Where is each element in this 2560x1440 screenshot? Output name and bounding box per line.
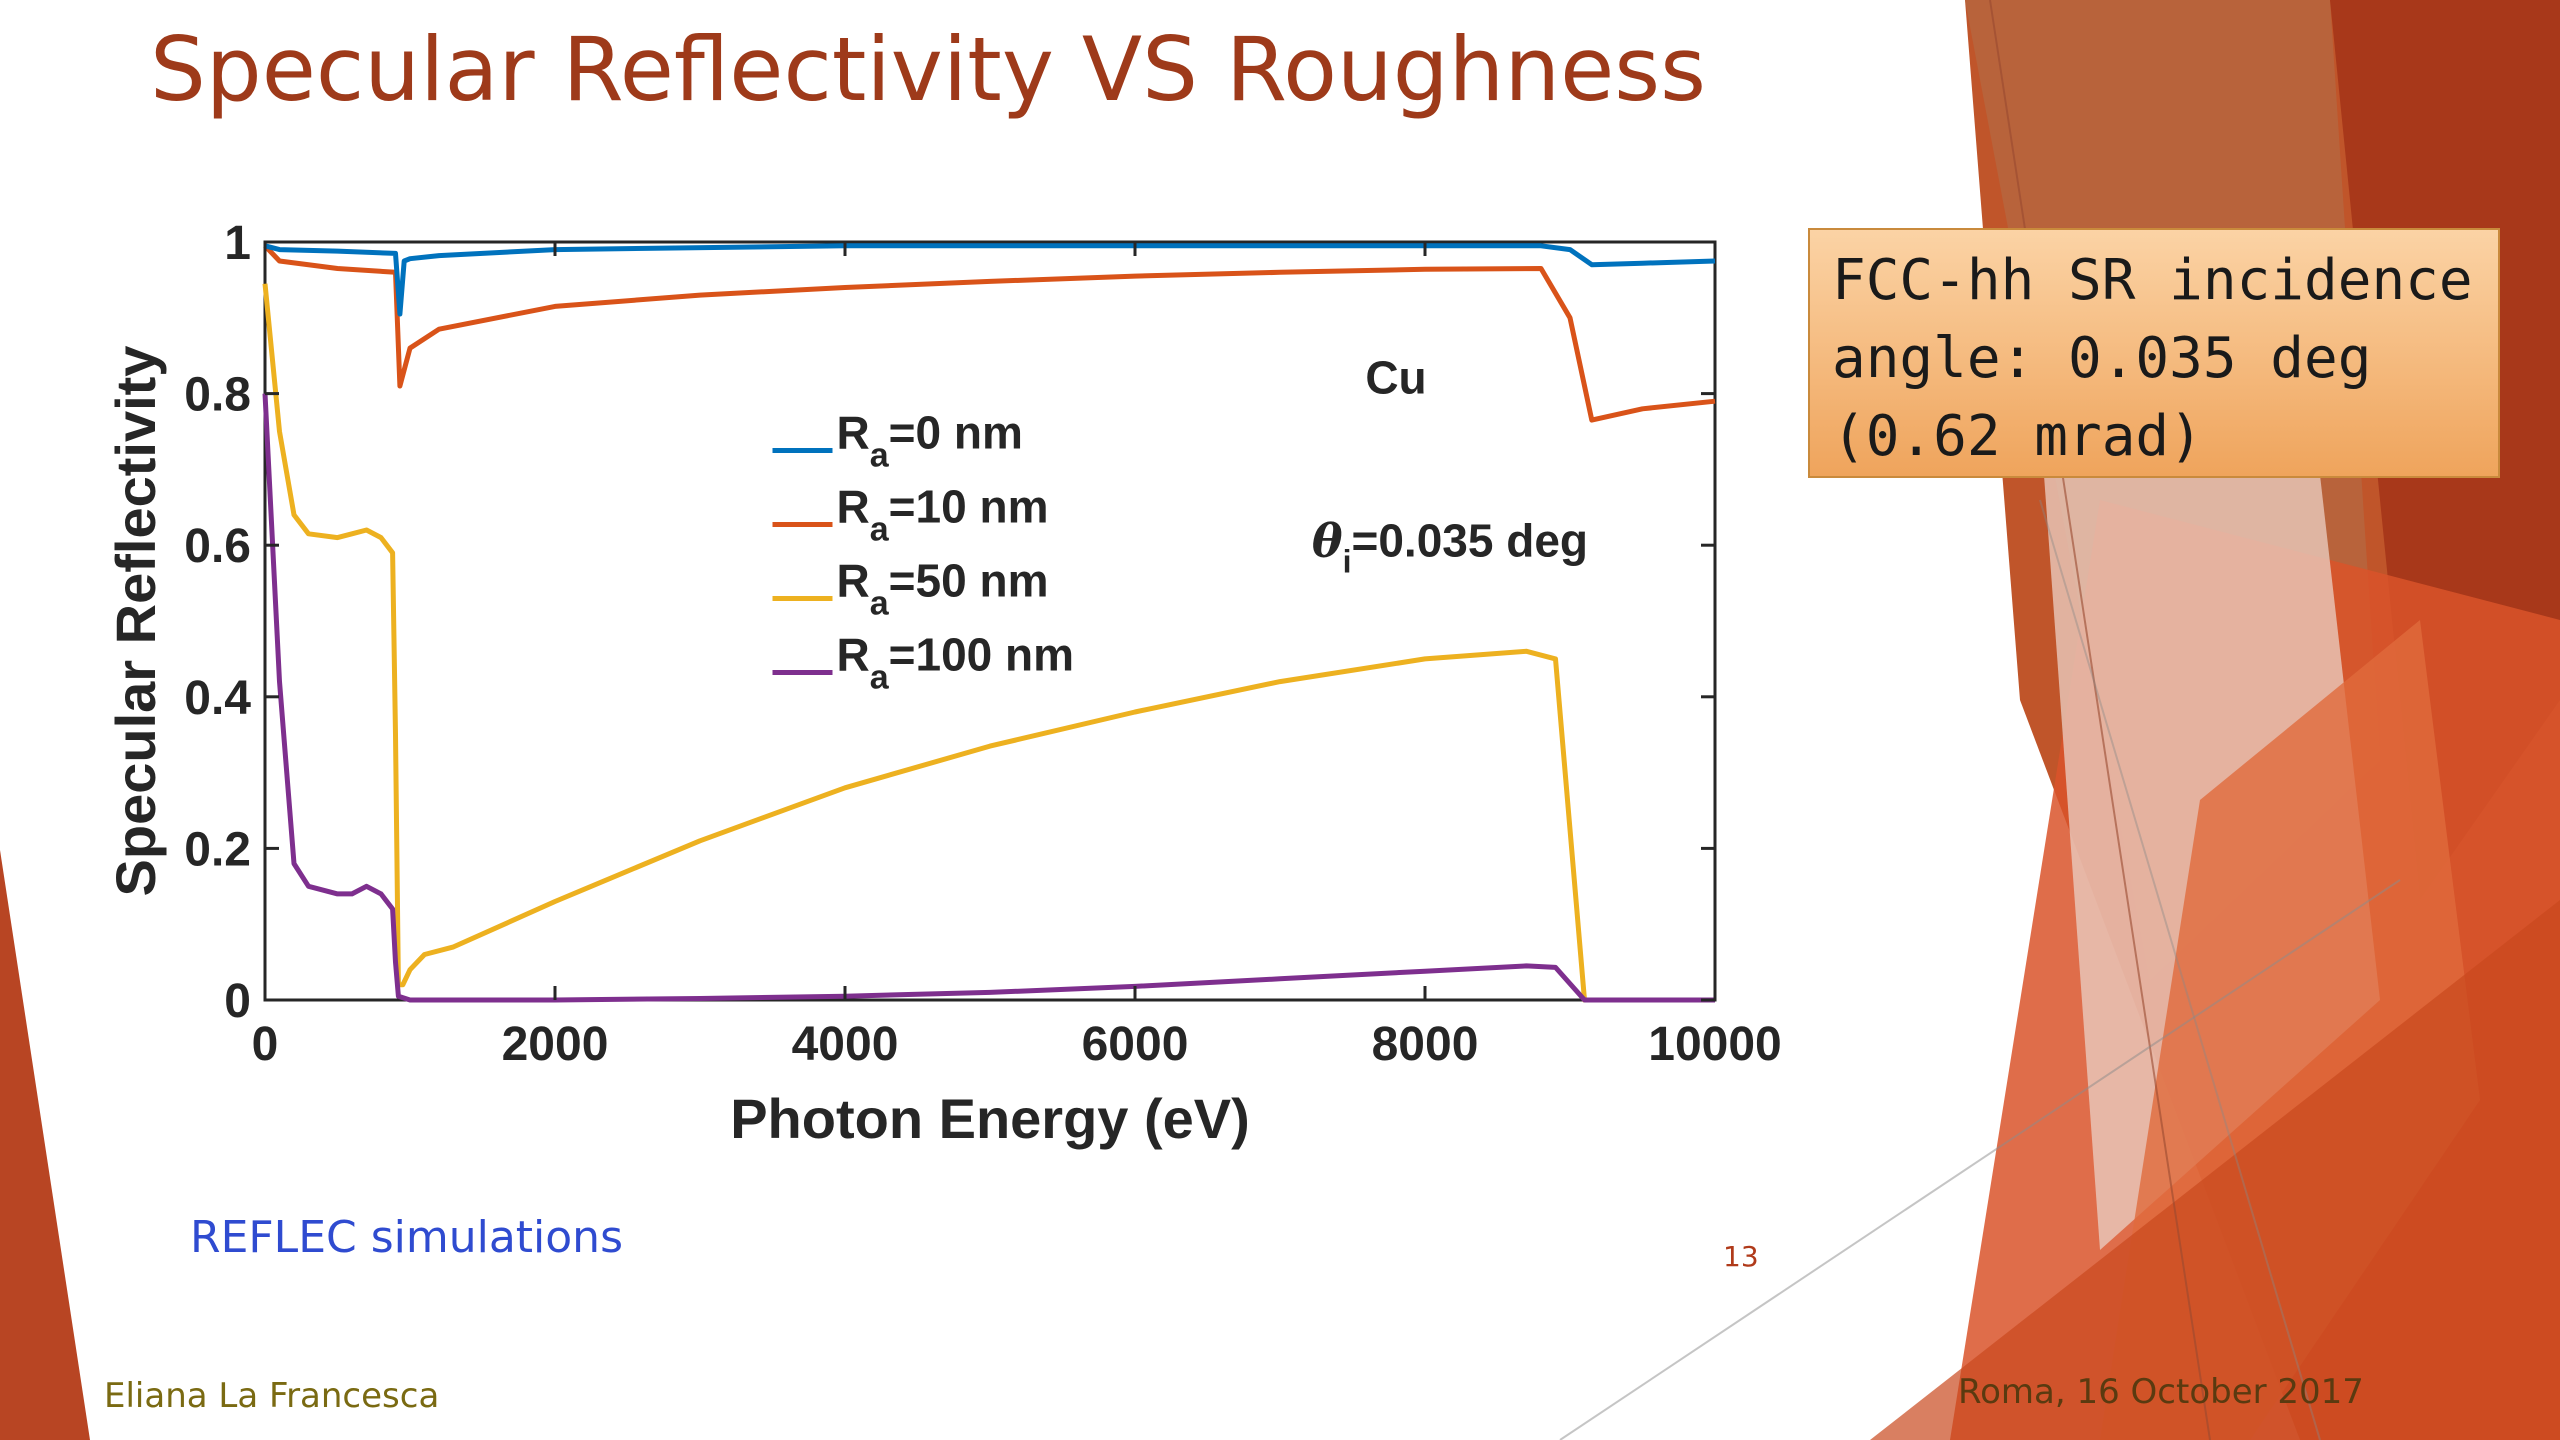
legend-entry: Ra=100 nm xyxy=(837,628,1075,696)
page-number: 13 xyxy=(1723,1240,1759,1273)
angle-value: =0.035 deg xyxy=(1351,515,1588,567)
legend-subscript: a xyxy=(870,510,890,548)
callout-line-2: angle: 0.035 deg xyxy=(1832,326,2372,391)
legend-value: =0 nm xyxy=(889,406,1023,458)
author-name: Eliana La Francesca xyxy=(104,1376,440,1416)
reflectivity-chart: 0 2000 4000 6000 8000 10000 0 0.2 0.4 0.6 0.8 1 Pho… xyxy=(104,217,1782,1150)
x-tick-label: 10000 xyxy=(1648,1018,1781,1071)
legend-symbol: R xyxy=(837,480,870,532)
theta-subscript: i xyxy=(1343,544,1352,580)
y-tick-label: 0.4 xyxy=(184,672,251,725)
x-tick-label: 6000 xyxy=(1082,1018,1189,1071)
legend-value: =10 nm xyxy=(889,480,1049,532)
x-axis-label: Photon Energy (eV) xyxy=(730,1087,1250,1150)
legend-entry: Ra=10 nm xyxy=(837,480,1049,548)
legend-symbol: R xyxy=(837,628,870,680)
callout-line-1: FCC-hh SR incidence xyxy=(1832,248,2473,313)
slide-title: Specular Reflectivity VS Roughness xyxy=(150,18,1706,121)
plot-area xyxy=(263,240,1717,1002)
legend-value: =100 nm xyxy=(889,628,1074,680)
incidence-angle-callout: FCC-hh SR incidence angle: 0.035 deg (0.… xyxy=(1808,228,2500,478)
x-tick-label: 4000 xyxy=(792,1018,899,1071)
angle-annotation: θi=0.035 deg xyxy=(1312,514,1588,580)
series-layer xyxy=(262,243,1716,1003)
x-tick-label: 0 xyxy=(252,1018,279,1071)
y-axis-label: Specular Reflectivity xyxy=(104,346,167,897)
theta-symbol: θ xyxy=(1312,514,1343,568)
y-tick-label: 0.2 xyxy=(184,823,251,876)
series-line xyxy=(262,393,1715,1003)
legend-entry: Ra=50 nm xyxy=(837,554,1049,622)
y-tick-label: 1 xyxy=(224,217,251,270)
x-tick-label: 2000 xyxy=(502,1018,609,1071)
legend-subscript: a xyxy=(870,584,890,622)
legend-subscript: a xyxy=(870,436,890,474)
plot-frame xyxy=(263,240,1717,1002)
legend-subscript: a xyxy=(870,658,890,696)
x-tick-label: 8000 xyxy=(1372,1018,1479,1071)
legend-symbol: R xyxy=(837,406,870,458)
legend-value: =50 nm xyxy=(889,554,1049,606)
simulation-note: REFLEC simulations xyxy=(190,1212,623,1263)
presentation-date: Roma, 16 October 2017 xyxy=(1958,1372,2364,1412)
y-tick-label: 0.6 xyxy=(184,520,251,573)
y-tick-label: 0 xyxy=(224,975,251,1028)
series-line xyxy=(262,283,1715,1003)
legend-symbol: R xyxy=(837,554,870,606)
legend-entry: Ra=0 nm xyxy=(837,406,1023,474)
callout-line-3: (0.62 mrad) xyxy=(1832,404,2203,469)
material-label: Cu xyxy=(1365,352,1426,404)
y-tick-label: 0.8 xyxy=(184,369,251,422)
axis-layer: 0 2000 4000 6000 8000 10000 0 0.2 0.4 0.6 0.8 1 xyxy=(184,217,1781,1071)
